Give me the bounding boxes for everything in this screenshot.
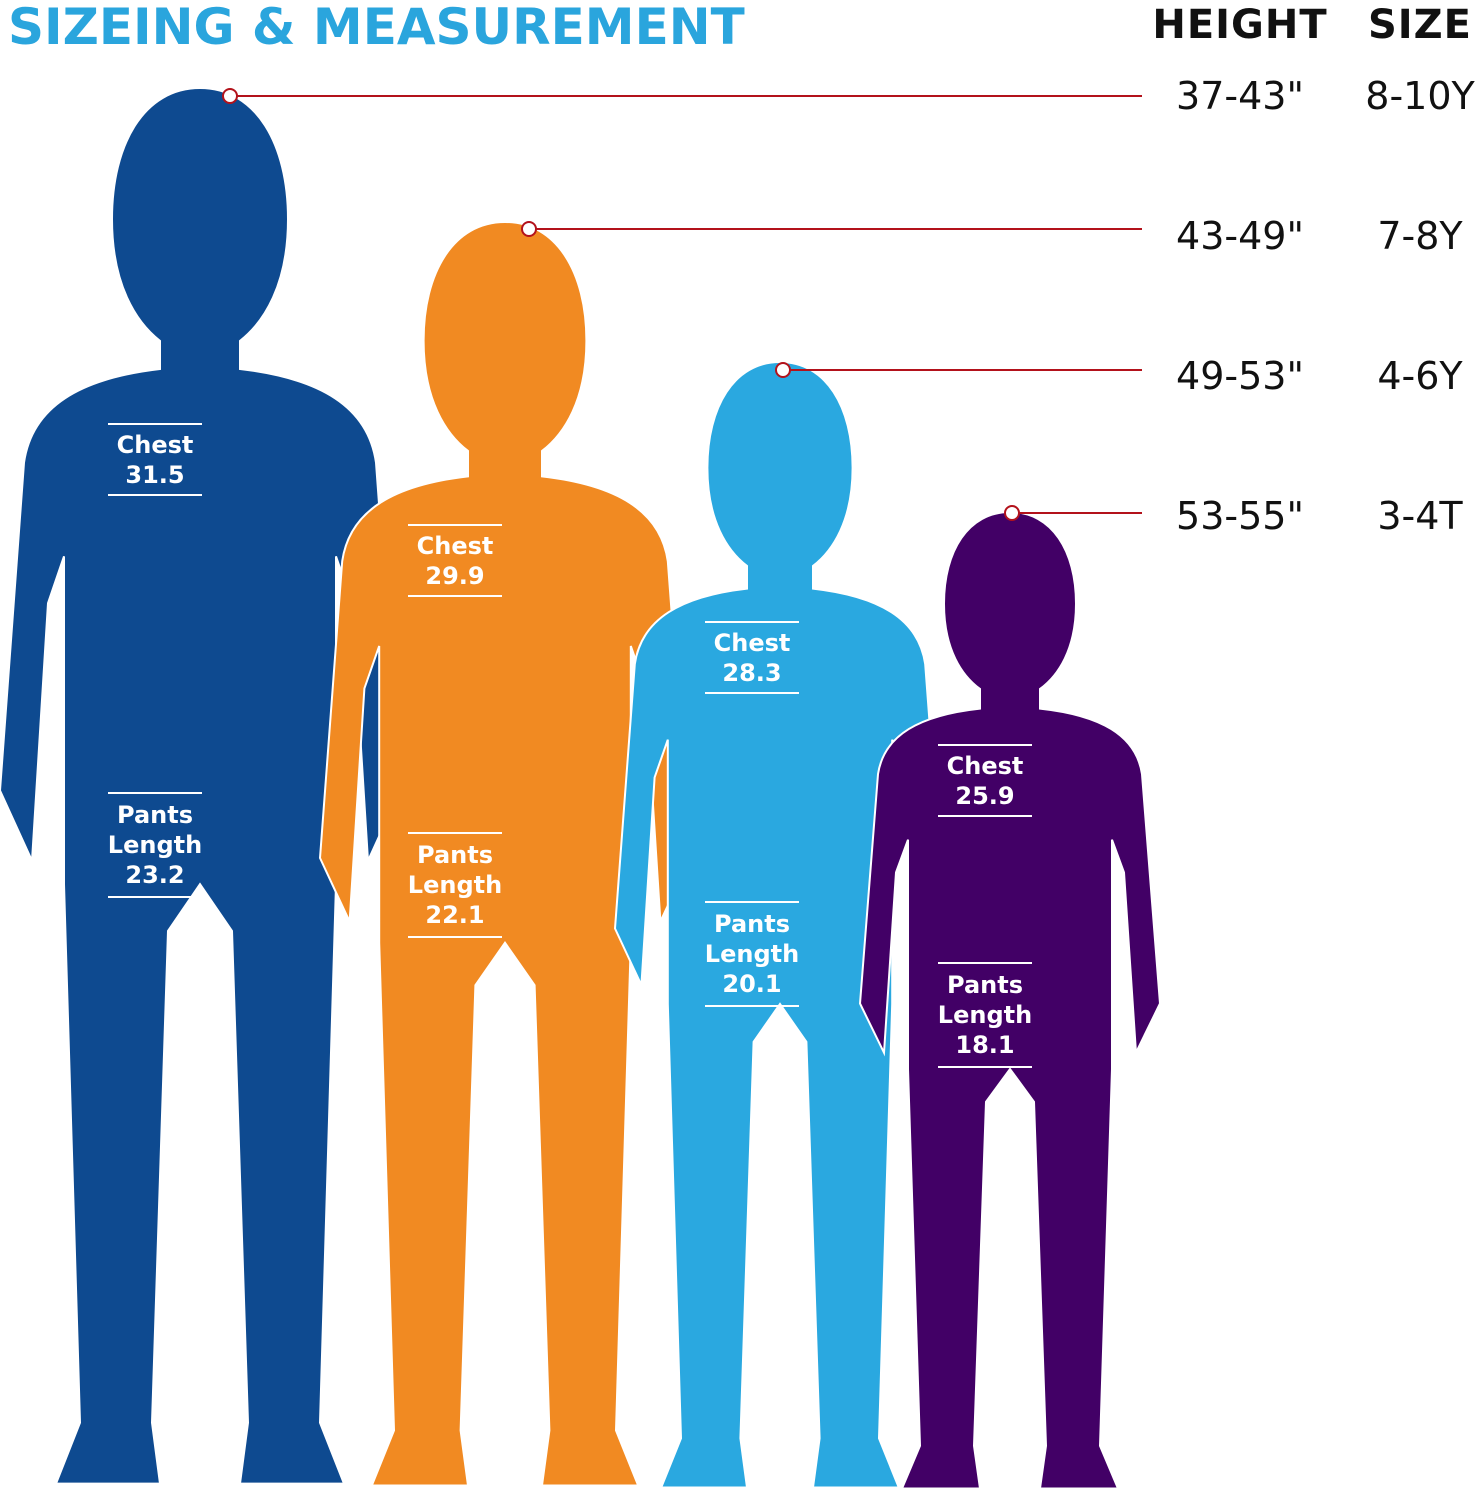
silhouette bbox=[320, 222, 690, 1486]
pants-label: Pants bbox=[947, 971, 1023, 999]
size-value: 3-4T bbox=[1377, 494, 1463, 538]
child-figure bbox=[320, 222, 690, 1486]
height-header: HEIGHT bbox=[1152, 2, 1327, 48]
pants-value: 20.1 bbox=[722, 970, 781, 998]
silhouette bbox=[860, 512, 1160, 1488]
head-marker bbox=[775, 362, 791, 378]
child-figure bbox=[860, 512, 1160, 1488]
child-figure bbox=[0, 88, 400, 1484]
size-value: 7-8Y bbox=[1377, 214, 1463, 258]
pants-label: Pants bbox=[714, 910, 790, 938]
title: SIZEING & MEASUREMENT bbox=[8, 0, 745, 56]
chest-value: 28.3 bbox=[722, 659, 781, 687]
height-value: 53-55" bbox=[1176, 494, 1304, 538]
size-header: SIZE bbox=[1368, 2, 1472, 48]
chest-label: Chest bbox=[714, 629, 791, 657]
pants-label: Length bbox=[408, 871, 502, 899]
silhouette bbox=[615, 362, 945, 1487]
head-marker bbox=[1004, 505, 1020, 521]
pants-value: 22.1 bbox=[425, 901, 484, 929]
height-value: 49-53" bbox=[1176, 354, 1304, 398]
pants-label: Length bbox=[108, 831, 202, 859]
pants-label: Pants bbox=[117, 801, 193, 829]
chest-value: 31.5 bbox=[125, 461, 184, 489]
child-figure bbox=[615, 362, 945, 1487]
pants-label: Length bbox=[705, 940, 799, 968]
pants-label: Pants bbox=[417, 841, 493, 869]
height-value: 43-49" bbox=[1176, 214, 1304, 258]
pants-label: Length bbox=[938, 1001, 1032, 1029]
head-marker bbox=[521, 221, 537, 237]
silhouette bbox=[0, 88, 400, 1484]
pants-value: 18.1 bbox=[955, 1031, 1014, 1059]
size-value: 8-10Y bbox=[1365, 74, 1475, 118]
chest-label: Chest bbox=[947, 752, 1024, 780]
chest-value: 25.9 bbox=[955, 782, 1014, 810]
chest-value: 29.9 bbox=[425, 562, 484, 590]
head-marker bbox=[222, 88, 238, 104]
height-value: 37-43" bbox=[1176, 74, 1304, 118]
chest-label: Chest bbox=[117, 431, 194, 459]
chest-label: Chest bbox=[417, 532, 494, 560]
pants-value: 23.2 bbox=[125, 861, 184, 889]
size-value: 4-6Y bbox=[1377, 354, 1463, 398]
